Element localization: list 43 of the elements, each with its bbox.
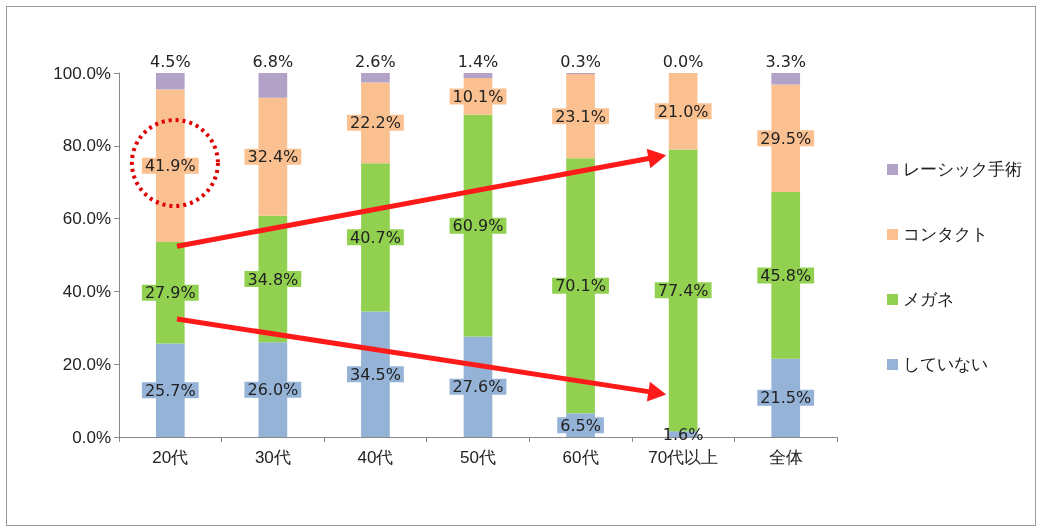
data-label: 27.6%: [452, 377, 504, 397]
y-tick-label: 0.0%: [72, 427, 111, 447]
data-label: 26.0%: [247, 380, 299, 400]
data-label: 32.4%: [247, 147, 299, 167]
data-label: 70.1%: [555, 276, 606, 296]
x-tick-label: 40代: [357, 448, 394, 467]
data-label: 25.7%: [144, 380, 196, 400]
x-tick-label: 70代以上: [648, 448, 719, 467]
data-label: 22.2%: [350, 113, 401, 133]
data-label: 21.0%: [657, 101, 709, 121]
y-tick-label: 60.0%: [62, 209, 111, 229]
legend-label: していない: [903, 355, 988, 374]
legend-label: コンタクト: [903, 225, 988, 244]
y-tick-label: 20.0%: [62, 354, 111, 374]
data-label: 0.0%: [662, 51, 704, 71]
legend-label: レーシック手術: [903, 160, 1022, 179]
data-label: 21.5%: [760, 388, 812, 408]
data-label: 4.5%: [149, 51, 191, 71]
data-label: 45.8%: [760, 265, 812, 285]
y-tick-label: 100.0%: [53, 63, 111, 83]
x-tick-label: 60代: [562, 448, 599, 467]
y-tick-label: 40.0%: [62, 281, 111, 301]
x-tick-label: 30代: [254, 448, 291, 467]
data-label: 34.5%: [350, 364, 401, 384]
data-label: 3.3%: [765, 51, 807, 71]
data-label: 23.1%: [555, 106, 606, 126]
data-label: 2.6%: [355, 51, 396, 71]
data-label: 40.7%: [350, 227, 401, 247]
data-label: 34.8%: [247, 269, 299, 289]
data-label: 10.1%: [452, 86, 504, 106]
data-label: 6.8%: [252, 51, 294, 71]
legend-label: メガネ: [903, 290, 954, 309]
data-label: 29.5%: [760, 128, 812, 148]
data-label: 0.3%: [560, 51, 601, 71]
x-tick-label: 50代: [460, 448, 496, 467]
data-label: 77.4%: [657, 280, 709, 300]
y-tick-label: 80.0%: [62, 136, 111, 156]
data-label: 27.9%: [144, 283, 196, 303]
data-label: 60.9%: [452, 216, 504, 236]
data-label: 1.4%: [457, 51, 499, 71]
data-label: 41.9%: [144, 156, 196, 176]
x-tick-label: 20代: [152, 448, 189, 467]
x-tick-label: 全体: [768, 448, 803, 467]
